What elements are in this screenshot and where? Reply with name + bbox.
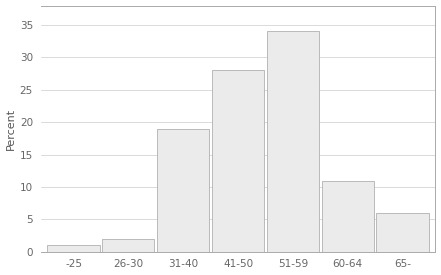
Bar bbox=[321, 180, 374, 252]
Bar bbox=[48, 245, 100, 252]
Bar bbox=[157, 129, 209, 252]
Bar bbox=[212, 70, 264, 252]
Bar bbox=[102, 239, 154, 252]
Y-axis label: Percent: Percent bbox=[6, 108, 15, 150]
Bar bbox=[267, 31, 319, 252]
Bar bbox=[377, 213, 429, 252]
